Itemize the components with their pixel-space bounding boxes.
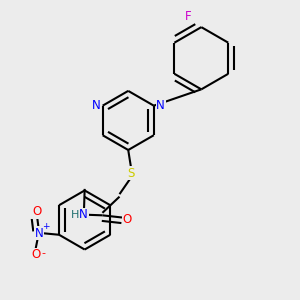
Text: +: + <box>42 222 50 231</box>
Text: O: O <box>122 214 132 226</box>
Text: H: H <box>71 210 79 220</box>
Text: N: N <box>92 99 100 112</box>
Text: F: F <box>184 10 191 23</box>
Text: S: S <box>128 167 135 180</box>
Text: O: O <box>31 248 40 262</box>
Text: N: N <box>34 227 43 240</box>
Text: O: O <box>33 205 42 218</box>
Text: N: N <box>156 99 165 112</box>
Text: -: - <box>41 248 46 258</box>
Text: N: N <box>80 208 88 221</box>
